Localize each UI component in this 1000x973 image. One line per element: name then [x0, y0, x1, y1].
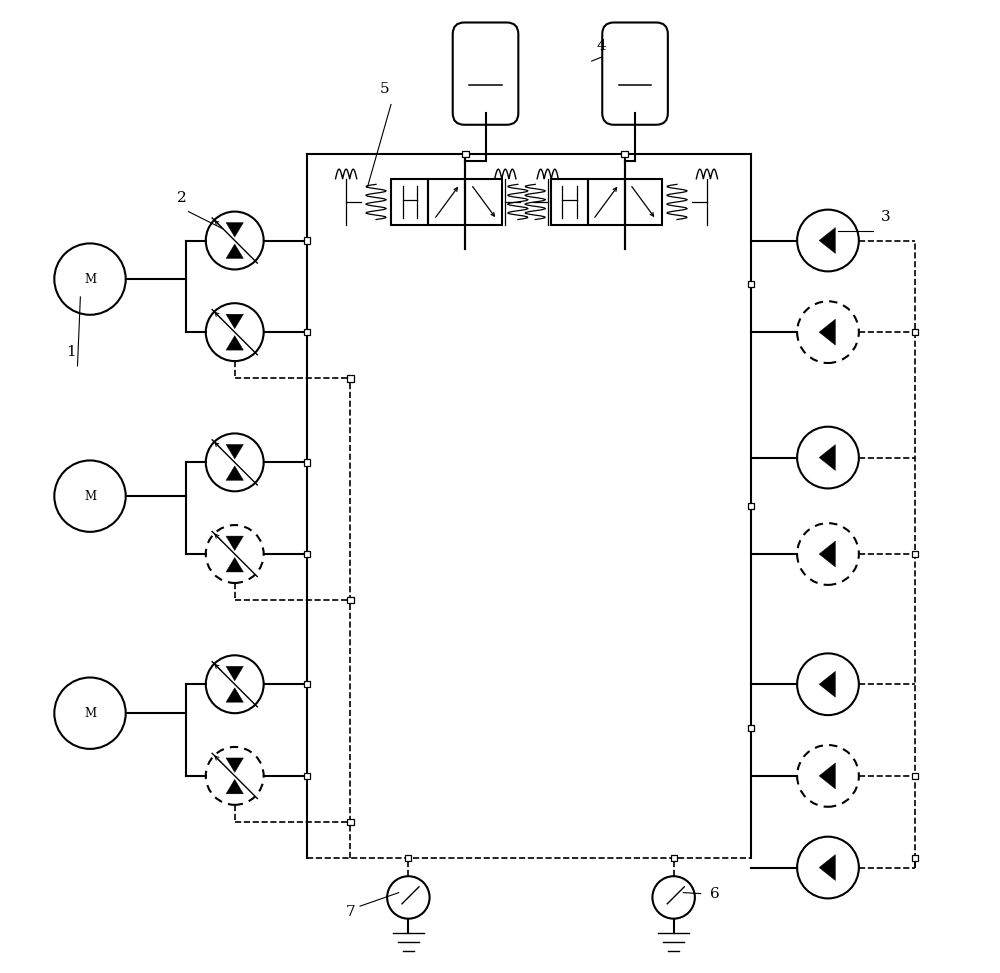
Polygon shape — [819, 228, 835, 254]
Bar — [462, 151, 469, 157]
Polygon shape — [226, 558, 243, 572]
Polygon shape — [819, 541, 835, 567]
Bar — [621, 151, 628, 157]
Bar — [304, 459, 310, 465]
Text: M: M — [84, 489, 96, 503]
Bar — [625, 179, 662, 225]
Polygon shape — [226, 779, 243, 794]
Polygon shape — [819, 445, 835, 471]
Text: M: M — [84, 272, 96, 286]
Text: 5: 5 — [379, 82, 389, 96]
Bar — [304, 329, 310, 336]
Bar — [748, 503, 754, 509]
Polygon shape — [226, 536, 243, 551]
Polygon shape — [226, 667, 243, 681]
Bar — [465, 179, 502, 225]
Bar — [912, 329, 918, 336]
Bar — [304, 773, 310, 779]
Bar — [748, 725, 754, 731]
Bar — [347, 819, 354, 825]
FancyBboxPatch shape — [453, 22, 518, 125]
Bar — [304, 551, 310, 558]
Bar — [405, 854, 411, 861]
Bar — [304, 237, 310, 243]
Polygon shape — [819, 319, 835, 345]
Text: 3: 3 — [881, 210, 891, 224]
Bar — [347, 376, 354, 381]
Polygon shape — [226, 445, 243, 459]
Bar — [304, 681, 310, 687]
Polygon shape — [226, 466, 243, 481]
Polygon shape — [226, 244, 243, 259]
Text: 7: 7 — [346, 905, 355, 919]
Bar — [912, 551, 918, 558]
Polygon shape — [226, 758, 243, 773]
Polygon shape — [819, 671, 835, 698]
Text: 2: 2 — [177, 191, 187, 205]
Text: 6: 6 — [710, 887, 720, 901]
Text: M: M — [84, 706, 96, 720]
Polygon shape — [819, 854, 835, 881]
Polygon shape — [226, 223, 243, 237]
Polygon shape — [226, 688, 243, 703]
Bar — [428, 179, 465, 225]
Bar — [347, 597, 354, 603]
Bar — [551, 179, 588, 225]
Bar — [912, 773, 918, 779]
Polygon shape — [226, 336, 243, 350]
Bar — [912, 854, 918, 861]
Bar — [391, 179, 428, 225]
Polygon shape — [226, 314, 243, 329]
Bar — [671, 854, 677, 861]
Text: 1: 1 — [66, 345, 76, 359]
Bar — [748, 281, 754, 287]
Text: 4: 4 — [596, 39, 606, 53]
Polygon shape — [819, 763, 835, 789]
FancyBboxPatch shape — [602, 22, 668, 125]
Bar — [588, 179, 625, 225]
